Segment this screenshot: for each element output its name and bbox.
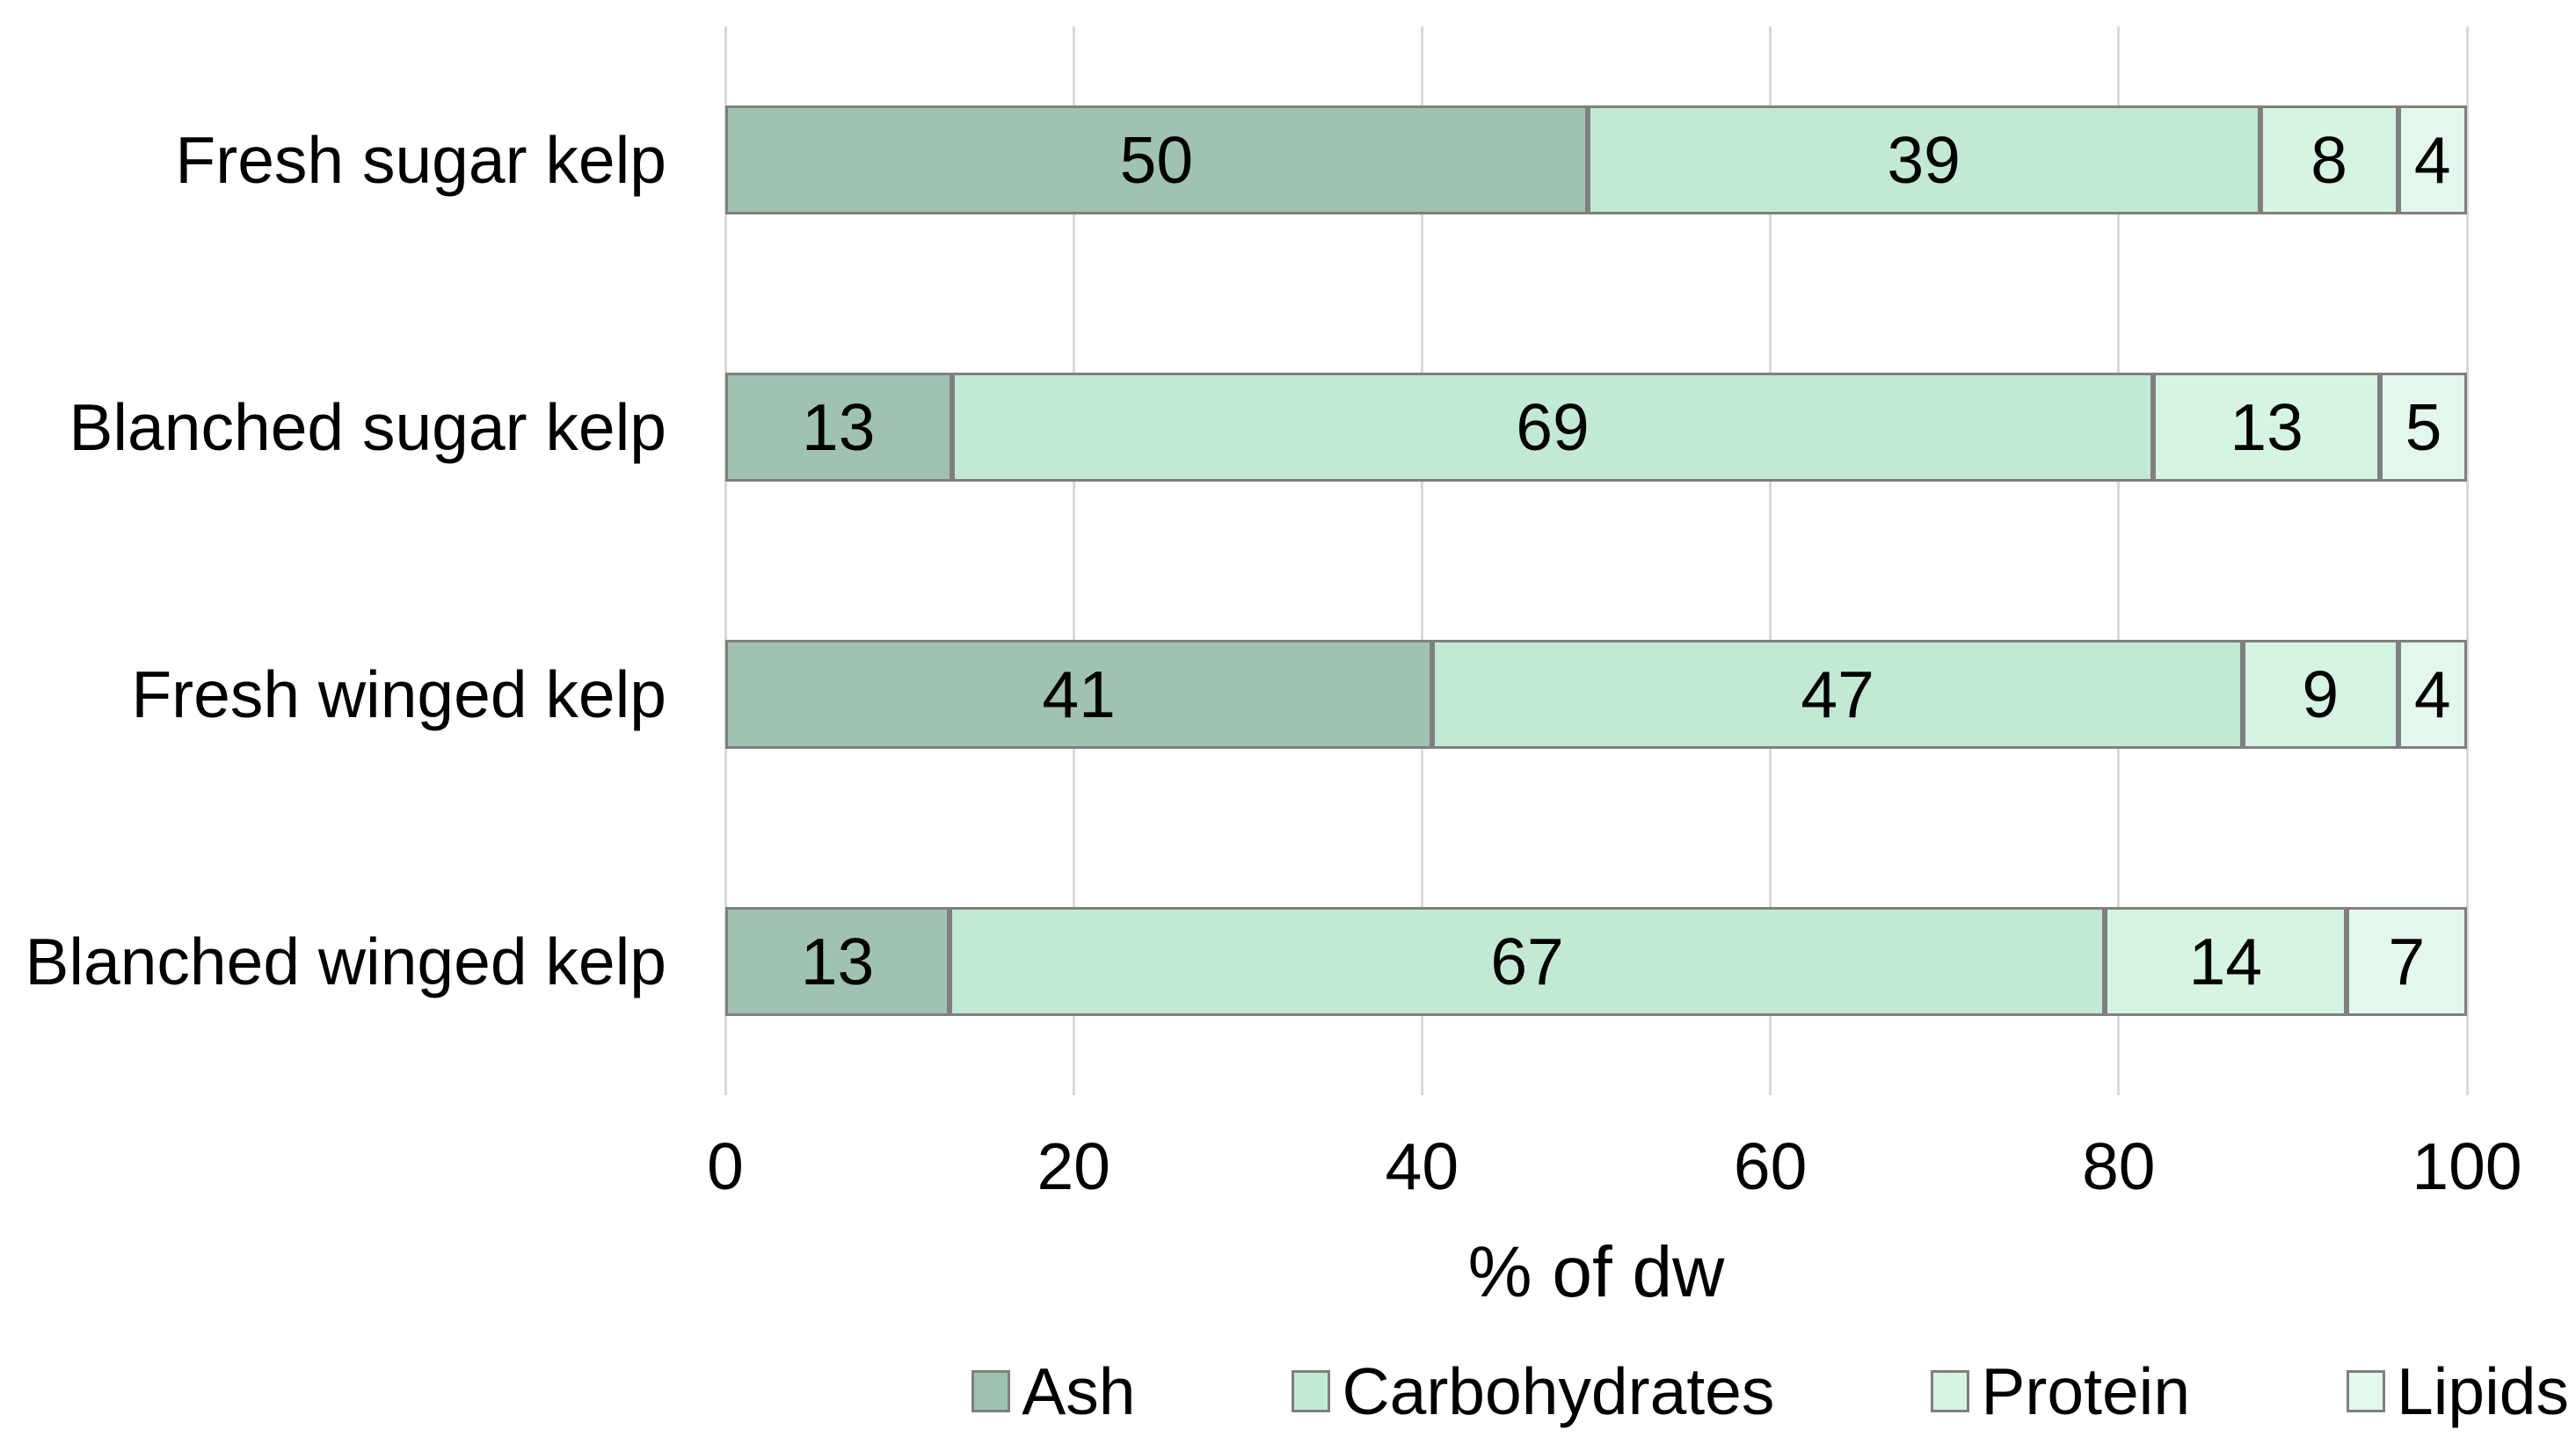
bar-segment-lipids: 4: [2398, 640, 2467, 749]
gridline-0: [724, 26, 727, 1095]
x-tick-label-0: 0: [707, 1129, 744, 1203]
x-tick-label-100: 100: [2412, 1129, 2522, 1203]
bar-segment-protein: 9: [2243, 640, 2398, 749]
bar-value-label: 14: [2188, 924, 2263, 998]
bar-value-label: 13: [802, 389, 876, 464]
bar-segment-carbohydrates: 69: [951, 373, 2154, 482]
legend-item-lipids: Lipids: [2347, 1353, 2569, 1428]
bar-segment-carbohydrates: 47: [1432, 640, 2243, 749]
bar-row-3: 13 67 14 7: [725, 907, 2467, 1016]
category-label-0: Fresh sugar kelp: [175, 123, 666, 197]
bar-value-label: 39: [1887, 122, 1961, 197]
gridline-80: [2117, 26, 2121, 1095]
bar-value-label: 8: [2310, 122, 2347, 197]
gridline-60: [1769, 26, 1772, 1095]
bar-segment-ash: 41: [725, 640, 1433, 749]
bar-value-label: 13: [2230, 389, 2303, 464]
legend-label: Ash: [1022, 1353, 1136, 1428]
x-tick-label-60: 60: [1733, 1129, 1808, 1203]
bar-value-label: 69: [1516, 389, 1590, 464]
legend-label: Lipids: [2397, 1353, 2569, 1428]
bar-segment-lipids: 5: [2379, 373, 2467, 482]
plot-area: 50 39 8 4 13 69 13 5 41 47 9 4 13 67 14 7: [724, 26, 2469, 1095]
x-tick-label-20: 20: [1037, 1129, 1110, 1203]
bar-value-label: 13: [800, 924, 875, 998]
category-label-2: Fresh winged kelp: [131, 657, 666, 731]
category-label-1: Blanched sugar kelp: [69, 390, 666, 464]
x-axis-title: % of dw: [1467, 1232, 1725, 1312]
bar-row-1: 13 69 13 5: [725, 373, 2467, 482]
bar-segment-ash: 13: [725, 907, 950, 1016]
gridline-40: [1420, 26, 1423, 1095]
bar-value-label: 47: [1801, 657, 1874, 731]
bar-segment-protein: 13: [2153, 373, 2380, 482]
x-axis-tick-labels: 0 20 40 60 80 100: [707, 1127, 2521, 1206]
legend-item-ash: Ash: [971, 1353, 1136, 1428]
bar-value-label: 5: [2405, 389, 2442, 464]
bar-segment-carbohydrates: 39: [1587, 105, 2260, 214]
bar-segment-lipids: 7: [2346, 907, 2467, 1016]
bar-value-label: 4: [2413, 122, 2451, 197]
y-axis-category-labels: Fresh sugar kelp Blanched sugar kelp Fresh…: [0, 26, 666, 1095]
bar-value-label: 7: [2388, 924, 2426, 998]
bar-value-label: 4: [2413, 657, 2451, 731]
legend-swatch-icon: [1931, 1370, 1970, 1412]
bar-segment-protein: 8: [2259, 105, 2398, 214]
legend-swatch-icon: [2347, 1370, 2386, 1412]
bar-segment-lipids: 4: [2398, 105, 2467, 214]
bar-value-label: 50: [1119, 122, 1194, 197]
legend-label: Carbohydrates: [1342, 1353, 1775, 1428]
gridline-20: [1072, 26, 1075, 1095]
legend-item-protein: Protein: [1931, 1353, 2191, 1428]
legend-label: Protein: [1981, 1353, 2191, 1428]
legend-swatch-icon: [971, 1370, 1011, 1412]
category-label-3: Blanched winged kelp: [25, 925, 666, 998]
gridline-100: [2465, 26, 2469, 1095]
bar-value-label: 9: [2302, 657, 2340, 731]
legend-item-carbohydrates: Carbohydrates: [1292, 1353, 1775, 1428]
legend: Ash Carbohydrates Protein Lipids: [0, 1352, 2569, 1431]
bar-row-2: 41 47 9 4: [725, 640, 2467, 749]
legend-swatch-icon: [1292, 1370, 1331, 1412]
x-tick-label-40: 40: [1385, 1129, 1459, 1203]
bar-value-label: 67: [1490, 924, 1564, 998]
bar-segment-protein: 14: [2105, 907, 2347, 1016]
bar-segment-ash: 50: [725, 105, 1588, 214]
bar-value-label: 41: [1042, 657, 1116, 731]
x-tick-label-80: 80: [2082, 1129, 2156, 1203]
bar-segment-ash: 13: [725, 373, 952, 482]
bar-row-0: 50 39 8 4: [725, 105, 2467, 214]
bar-segment-carbohydrates: 67: [949, 907, 2106, 1016]
